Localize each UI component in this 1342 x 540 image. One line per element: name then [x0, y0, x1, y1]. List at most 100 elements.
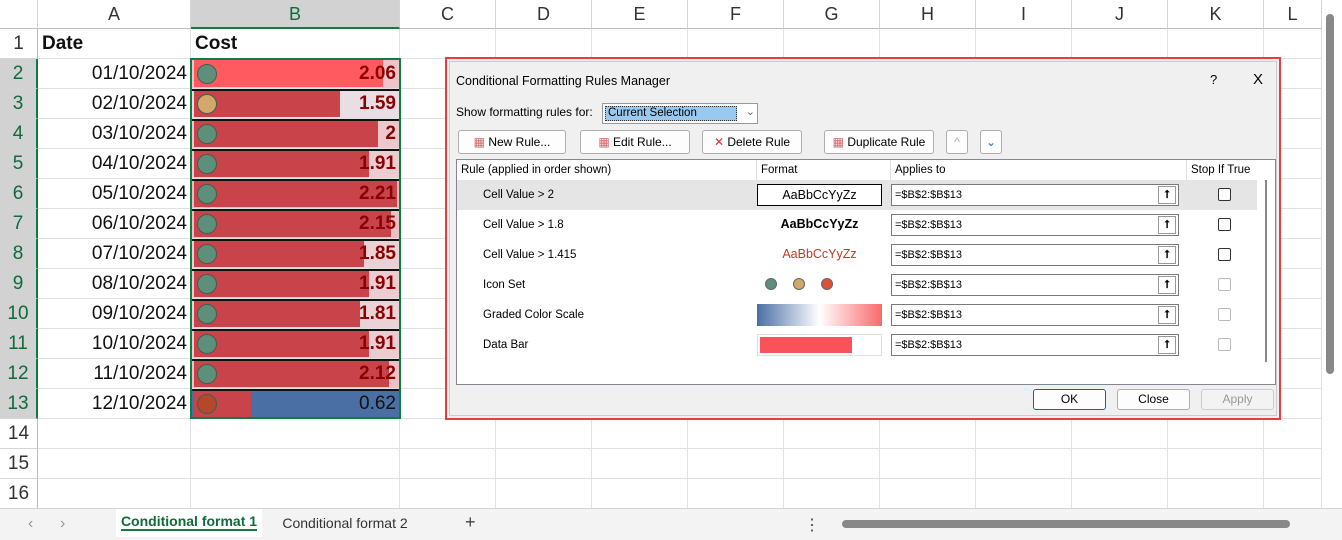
cost-cell[interactable]: 1.91 [192, 149, 399, 178]
date-cell[interactable]: 11/10/2024 [93, 363, 187, 384]
date-cell[interactable]: 03/10/2024 [91, 123, 187, 144]
row-header-14[interactable]: 14 [0, 419, 38, 449]
row-header-2[interactable]: 2 [0, 59, 38, 89]
prev-sheet-icon[interactable]: ‹ [28, 515, 34, 532]
horizontal-scrollbar[interactable] [842, 520, 1290, 528]
rule-row[interactable]: Graded Color Scale =$B$2:$B$13 ⭡ [457, 300, 1257, 330]
collapse-range-icon[interactable]: ⭡ [1158, 186, 1176, 204]
move-up-button[interactable]: ^ [946, 130, 968, 154]
add-sheet-button[interactable]: + [465, 512, 476, 532]
row-header-13[interactable]: 13 [0, 389, 38, 419]
rules-scrollbar[interactable] [1265, 180, 1267, 362]
column-header-G[interactable]: G [784, 0, 880, 29]
applies-to-field[interactable]: =$B$2:$B$13 ⭡ [891, 214, 1179, 236]
stop-if-true-checkbox[interactable] [1218, 218, 1231, 231]
stop-if-true-checkbox[interactable] [1218, 248, 1231, 261]
date-cell[interactable]: 12/10/2024 [91, 393, 187, 414]
collapse-range-icon[interactable]: ⭡ [1158, 336, 1176, 354]
sheet-tab-1[interactable]: Conditional format 1 [116, 509, 262, 537]
column-header-B[interactable]: B [191, 0, 400, 29]
close-icon[interactable]: X [1253, 71, 1264, 88]
stop-if-true-checkbox[interactable] [1218, 188, 1231, 201]
cost-cell[interactable]: 2.15 [192, 209, 399, 238]
date-cell[interactable]: 02/10/2024 [91, 93, 187, 114]
column-header-E[interactable]: E [592, 0, 688, 29]
close-button[interactable]: Close [1117, 389, 1190, 410]
row-header-4[interactable]: 4 [0, 119, 38, 149]
row-header-5[interactable]: 5 [0, 149, 38, 179]
row-header-12[interactable]: 12 [0, 359, 38, 389]
cost-cell[interactable]: 2 [192, 119, 399, 148]
cost-cell[interactable]: 0.62 [192, 389, 399, 418]
collapse-range-icon[interactable]: ⭡ [1158, 306, 1176, 324]
stop-if-true-checkbox[interactable] [1218, 338, 1231, 351]
applies-to-field[interactable]: =$B$2:$B$13 ⭡ [891, 334, 1179, 356]
sheet-tab-2[interactable]: Conditional format 2 [282, 515, 408, 531]
stop-if-true-checkbox[interactable] [1218, 308, 1231, 321]
cost-cell[interactable]: 1.91 [192, 269, 399, 298]
row-header-16[interactable]: 16 [0, 479, 38, 509]
column-header-K[interactable]: K [1168, 0, 1264, 29]
row-header-11[interactable]: 11 [0, 329, 38, 359]
apply-button[interactable]: Apply [1201, 389, 1274, 410]
date-cell[interactable]: 08/10/2024 [91, 273, 187, 294]
next-sheet-icon[interactable]: › [60, 515, 66, 532]
row-header-6[interactable]: 6 [0, 179, 38, 209]
row-header-1[interactable]: 1 [0, 29, 38, 59]
rule-row[interactable]: Cell Value > 1.8 AaBbCcYyZz =$B$2:$B$13 ⭡ [457, 210, 1257, 240]
date-cell[interactable]: 07/10/2024 [91, 243, 187, 264]
cost-cell[interactable]: 1.81 [192, 299, 399, 328]
row-header-7[interactable]: 7 [0, 209, 38, 239]
new-rule-button[interactable]: ▦ New Rule... [458, 130, 566, 154]
rule-row[interactable]: Icon Set =$B$2:$B$13 ⭡ [457, 270, 1257, 300]
date-cell[interactable]: 09/10/2024 [91, 303, 187, 324]
rule-row[interactable]: Data Bar =$B$2:$B$13 ⭡ [457, 330, 1257, 360]
collapse-range-icon[interactable]: ⭡ [1158, 246, 1176, 264]
edit-rule-button[interactable]: ▦ Edit Rule... [580, 130, 690, 154]
cell-b1[interactable]: Cost [195, 33, 238, 54]
show-rules-select[interactable]: Current Selection ⌄ [602, 103, 758, 124]
rule-row[interactable]: Cell Value > 1.415 AaBbCcYyZz =$B$2:$B$13 ⭡ [457, 240, 1257, 270]
column-header-L[interactable]: L [1264, 0, 1322, 29]
applies-to-field[interactable]: =$B$2:$B$13 ⭡ [891, 274, 1179, 296]
cost-cell[interactable]: 1.91 [192, 329, 399, 358]
help-button[interactable]: ? [1210, 72, 1218, 87]
column-header-I[interactable]: I [976, 0, 1072, 29]
move-down-button[interactable]: ⌄ [980, 130, 1002, 154]
collapse-range-icon[interactable]: ⭡ [1158, 276, 1176, 294]
column-header-A[interactable]: A [38, 0, 191, 29]
row-header-3[interactable]: 3 [0, 89, 38, 119]
row-header-10[interactable]: 10 [0, 299, 38, 329]
duplicate-rule-button[interactable]: ▦ Duplicate Rule [824, 130, 934, 154]
applies-to-field[interactable]: =$B$2:$B$13 ⭡ [891, 244, 1179, 266]
cost-cell[interactable]: 1.85 [192, 239, 399, 268]
applies-to-field[interactable]: =$B$2:$B$13 ⭡ [891, 304, 1179, 326]
cost-cell[interactable]: 2.06 [192, 59, 399, 88]
stop-if-true-checkbox[interactable] [1218, 278, 1231, 291]
column-header-J[interactable]: J [1072, 0, 1168, 29]
rule-row[interactable]: Cell Value > 2 AaBbCcYyZz =$B$2:$B$13 ⭡ [457, 180, 1257, 210]
ok-button[interactable]: OK [1033, 389, 1106, 410]
cost-cell[interactable]: 2.12 [192, 359, 399, 388]
row-header-15[interactable]: 15 [0, 449, 38, 479]
vertical-scrollbar[interactable] [1326, 14, 1334, 374]
row-header-9[interactable]: 9 [0, 269, 38, 299]
column-header-F[interactable]: F [688, 0, 784, 29]
date-cell[interactable]: 01/10/2024 [91, 63, 187, 84]
column-header-C[interactable]: C [400, 0, 496, 29]
select-all-corner[interactable] [0, 0, 38, 29]
date-cell[interactable]: 05/10/2024 [91, 183, 187, 204]
date-cell[interactable]: 06/10/2024 [91, 213, 187, 234]
cell-a1[interactable]: Date [42, 33, 84, 54]
more-options-icon[interactable]: ⋮ [804, 517, 820, 534]
row-header-8[interactable]: 8 [0, 239, 38, 269]
date-cell[interactable]: 04/10/2024 [91, 153, 187, 174]
cost-cell[interactable]: 1.59 [192, 89, 399, 118]
column-header-H[interactable]: H [880, 0, 976, 29]
applies-to-field[interactable]: =$B$2:$B$13 ⭡ [891, 184, 1179, 206]
delete-rule-button[interactable]: ✕ Delete Rule [702, 130, 802, 154]
cost-cell[interactable]: 2.21 [192, 179, 399, 208]
date-cell[interactable]: 10/10/2024 [91, 333, 187, 354]
collapse-range-icon[interactable]: ⭡ [1158, 216, 1176, 234]
column-header-D[interactable]: D [496, 0, 592, 29]
